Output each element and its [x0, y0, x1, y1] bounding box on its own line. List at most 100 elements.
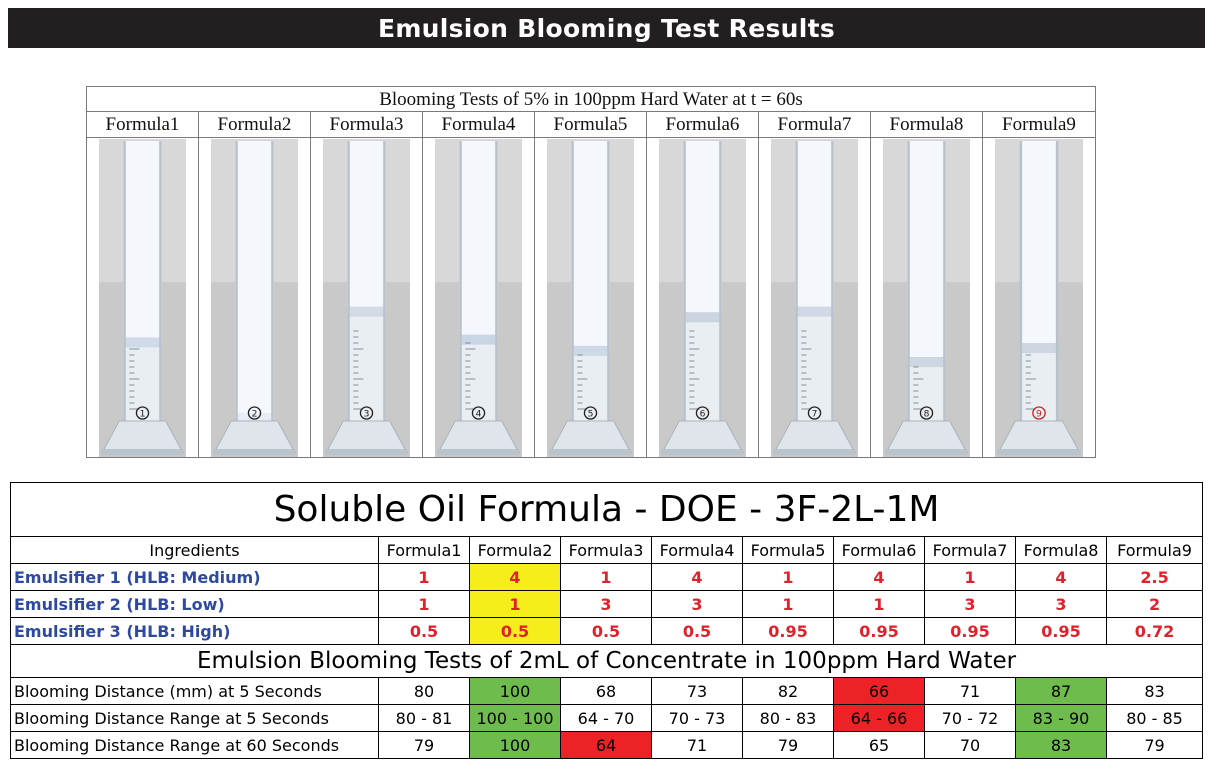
- formula-number: 5: [588, 410, 594, 420]
- cylinder-graphic: 1: [99, 139, 186, 457]
- doe-table: Soluble Oil Formula - DOE - 3F-2L-1M Ing…: [9, 482, 1204, 759]
- test-value: 83 - 90: [1015, 704, 1107, 732]
- glass-edge-right: [943, 141, 946, 421]
- header-row: Ingredients Formula1 Formula2 Formula3 Form…: [10, 536, 1204, 564]
- ingredient-row: Emulsifier 2 (HLB: Low) 1 1 3 3 1 1 3 3 2: [10, 590, 1204, 618]
- ingredient-value: 1: [469, 590, 561, 618]
- bloom-emulsion: [1019, 141, 1059, 351]
- ingredient-value: 1: [924, 563, 1016, 591]
- cylinder-graphic: 4: [435, 139, 522, 457]
- ingredient-label: Emulsifier 2 (HLB: Low): [10, 590, 379, 618]
- formula-photo-6: Formula6 6: [647, 112, 759, 457]
- ingredient-value: 3: [651, 590, 743, 618]
- page-banner: Emulsion Blooming Test Results: [8, 8, 1205, 48]
- formula-photo-label: Formula3: [311, 112, 422, 138]
- ingredient-value: 0.95: [1015, 617, 1107, 645]
- glass-edge-right: [159, 141, 162, 421]
- ingredient-value: 0.5: [651, 617, 743, 645]
- ingredient-label: Emulsifier 3 (HLB: High): [10, 617, 379, 645]
- cylinder-photo: 5: [547, 139, 634, 457]
- formula-number: 4: [476, 410, 482, 420]
- test-value: 87: [1015, 677, 1107, 705]
- formula-number-circle: [1032, 406, 1046, 420]
- bloom-interface: [459, 334, 498, 345]
- cylinder-foot: [325, 449, 408, 455]
- glass-edge-right: [719, 141, 722, 421]
- formula-header-4: Formula4: [651, 536, 743, 564]
- formula-number: 9: [1036, 410, 1042, 420]
- formula-photo-8: Formula8 8: [871, 112, 983, 457]
- formula-header-7: Formula7: [924, 536, 1016, 564]
- ingredient-value: 1: [742, 590, 834, 618]
- glass-edge-left: [459, 141, 462, 421]
- cylinder-graphic: 8: [883, 139, 970, 457]
- test-value: 80: [378, 677, 470, 705]
- test-value: 65: [833, 731, 925, 759]
- formula-photo-label: Formula7: [759, 112, 870, 138]
- formula-photo-1: Formula1 1: [87, 112, 199, 457]
- formula-number-circle: [135, 406, 150, 420]
- doe-title: Soluble Oil Formula - DOE - 3F-2L-1M: [9, 482, 1204, 537]
- glass-edge-right: [831, 141, 834, 421]
- test-value: 68: [560, 677, 652, 705]
- test-row: Blooming Distance Range at 5 Seconds 80 -…: [10, 704, 1204, 732]
- test-value: 70: [924, 731, 1016, 759]
- glass-edge-left: [235, 141, 238, 421]
- formula-photo-label: Formula6: [647, 112, 758, 138]
- cylinder-graphic: 5: [547, 139, 634, 457]
- bloom-emulsion: [795, 141, 834, 315]
- ingredient-value: 0.5: [469, 617, 561, 645]
- formula-number-circle: [807, 406, 822, 420]
- cylinder-photo: 6: [659, 139, 746, 457]
- cylinder-foot: [661, 449, 744, 455]
- cylinder-foot: [885, 449, 968, 455]
- formula-header-6: Formula6: [833, 536, 925, 564]
- bloom-emulsion: [683, 141, 722, 321]
- formula-photo-4: Formula4 4: [423, 112, 535, 457]
- ingredient-label: Emulsifier 1 (HLB: Medium): [10, 563, 379, 591]
- cylinder-foot: [213, 449, 296, 455]
- cylinder-foot: [997, 449, 1081, 455]
- cylinder-graphic: 2: [211, 139, 298, 457]
- test-value: 83: [1015, 731, 1107, 759]
- bloom-interface: [347, 306, 386, 317]
- formula-photo-label: Formula9: [983, 112, 1095, 138]
- formula-photo-label: Formula8: [871, 112, 982, 138]
- formula-number: 3: [364, 410, 370, 420]
- ingredient-value: 1: [833, 590, 925, 618]
- formula-number-circle: [471, 406, 486, 420]
- glass-edge-right: [607, 141, 610, 421]
- bloom-interface: [907, 357, 946, 367]
- cylinder-foot: [549, 449, 632, 455]
- test-value: 82: [742, 677, 834, 705]
- cylinder-graphic: 7: [771, 139, 858, 457]
- formula-photo-label: Formula4: [423, 112, 534, 138]
- test-value: 71: [651, 731, 743, 759]
- cylinder-photo: 9: [995, 139, 1083, 457]
- cylinder-foot: [437, 449, 520, 455]
- bloom-emulsion: [571, 141, 610, 354]
- bloom-interface: [683, 312, 722, 323]
- ingredient-value: 3: [560, 590, 652, 618]
- glass-edge-right: [495, 141, 498, 421]
- formula-header-9: Formula9: [1105, 536, 1204, 564]
- test-value: 79: [1105, 731, 1204, 759]
- ingredient-value: 4: [833, 563, 925, 591]
- ingredient-value: 0.95: [833, 617, 925, 645]
- formula-number: 6: [700, 410, 706, 420]
- ingredients-header: Ingredients: [10, 536, 379, 564]
- test-value: 83: [1105, 677, 1204, 705]
- test-value: 80 - 85: [1105, 704, 1204, 732]
- cylinder-foot: [773, 449, 856, 455]
- bloom-emulsion: [123, 141, 162, 346]
- ingredient-row: Emulsifier 1 (HLB: Medium) 1 4 1 4 1 4 1 4 2.5: [10, 563, 1204, 591]
- glass-edge-left: [123, 141, 126, 421]
- glass-edge-right: [1055, 141, 1059, 421]
- bloom-emulsion: [907, 141, 946, 365]
- formula-photo-label: Formula1: [87, 112, 198, 138]
- formula-header-8: Formula8: [1015, 536, 1107, 564]
- formula-photo-3: Formula3 3: [311, 112, 423, 457]
- bloom-interface: [123, 337, 162, 348]
- test-label: Blooming Distance Range at 60 Seconds: [10, 731, 379, 759]
- cylinder-graphic: 6: [659, 139, 746, 457]
